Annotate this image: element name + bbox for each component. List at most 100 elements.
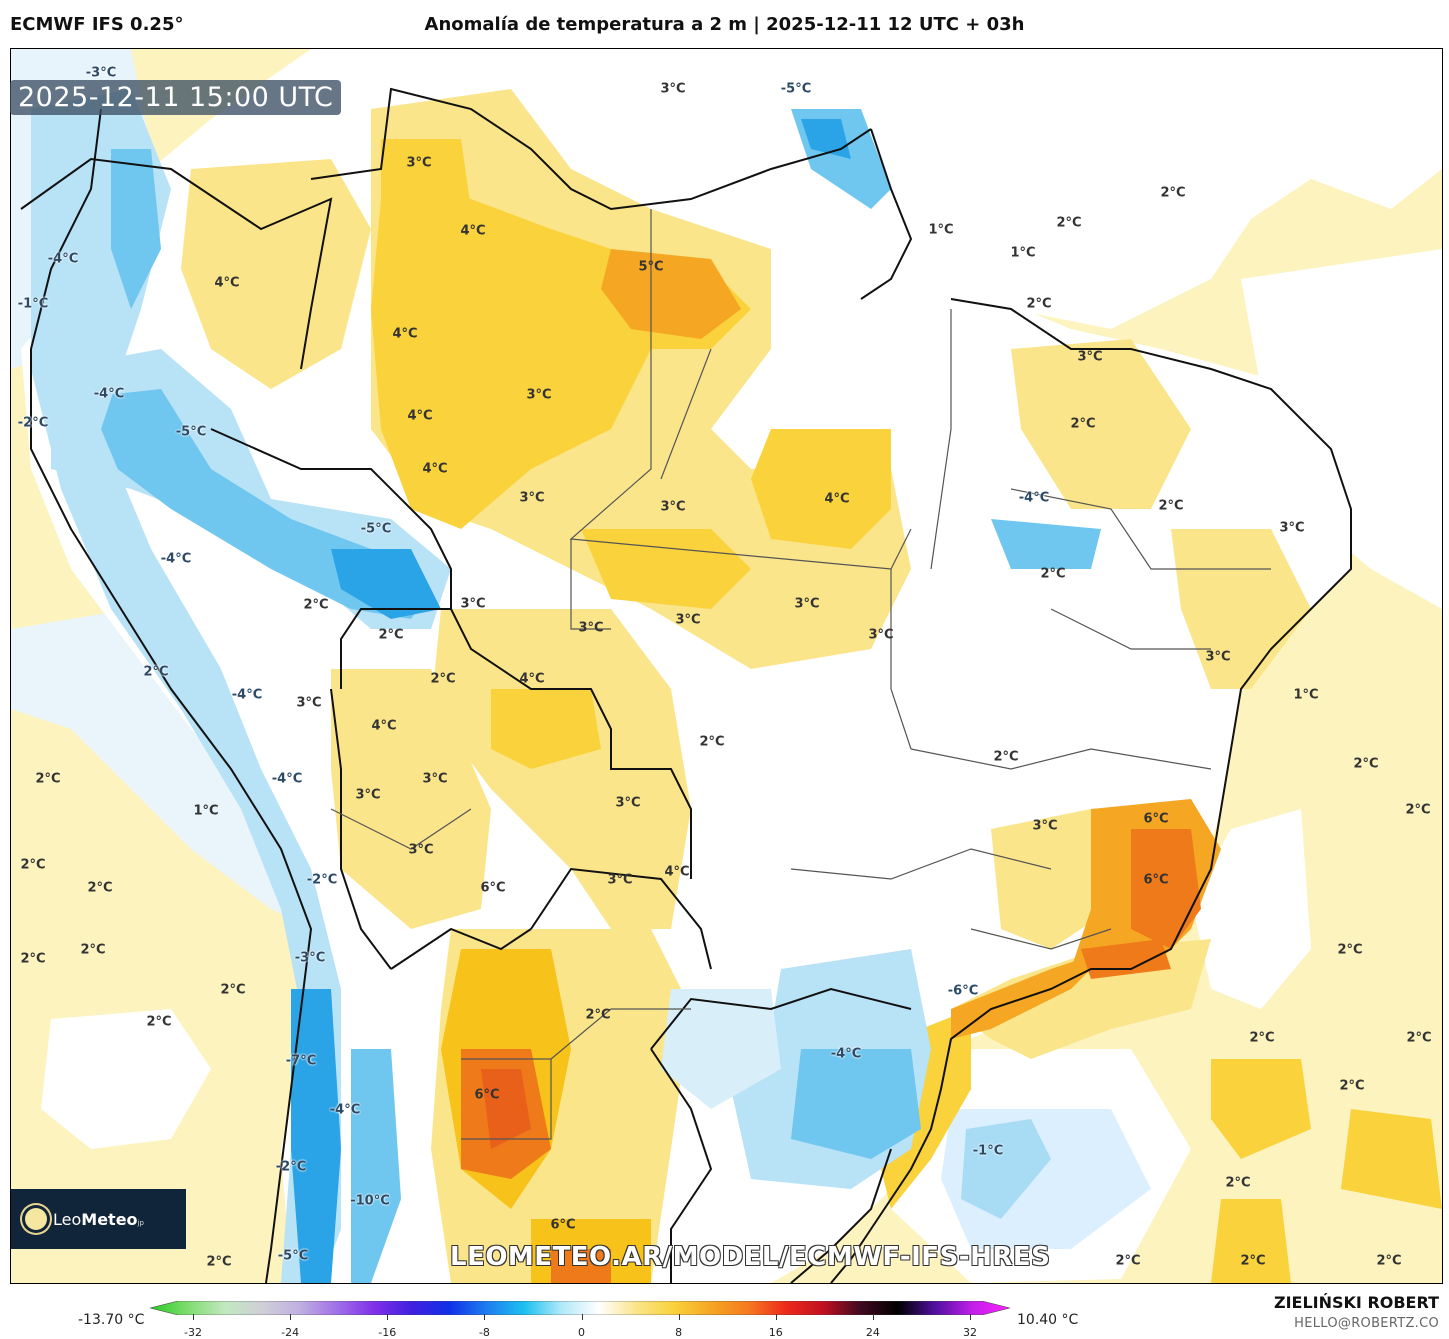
contour-label: -5°C xyxy=(277,1248,309,1264)
contour-label: -3°C xyxy=(294,950,326,966)
contour-label: 2°C xyxy=(1070,416,1096,432)
contour-label: 6°C xyxy=(1143,811,1169,827)
anomaly-map: -3°C 3°C -5°C 3°C 2°C 4°C 2°C 1°C 1°C 5°C -4°C 4°C -… xyxy=(10,48,1443,1284)
colorbar-tick-label: -16 xyxy=(378,1326,397,1339)
colorbar-tick-mark xyxy=(581,1314,583,1320)
contour-label: -4°C xyxy=(1018,490,1050,506)
colorbar-tick-label: 8 xyxy=(675,1326,683,1339)
contour-label: 2°C xyxy=(35,771,61,787)
contour-label: -10°C xyxy=(350,1193,390,1209)
contour-label: 2°C xyxy=(1405,802,1431,818)
colorbar-tick-mark xyxy=(387,1314,389,1320)
contour-label: -2°C xyxy=(17,415,49,431)
contour-label: 3°C xyxy=(1279,520,1305,536)
contour-label: 3°C xyxy=(526,387,552,403)
contour-label: 3°C xyxy=(868,627,894,643)
contour-label: 1°C xyxy=(193,803,219,819)
logo-text: LeoMeteojp xyxy=(53,1209,144,1229)
contour-label: 2°C xyxy=(80,942,106,958)
contour-label: 2°C xyxy=(430,671,456,687)
map-shading xyxy=(11,49,1442,1283)
contour-label: 4°C xyxy=(214,275,240,291)
contour-label: -4°C xyxy=(93,386,125,402)
sun-icon xyxy=(25,1208,47,1230)
colorbar-tick-label: -32 xyxy=(184,1326,202,1339)
contour-label: -4°C xyxy=(830,1046,862,1062)
contour-label: 6°C xyxy=(1143,872,1169,888)
contour-label: 4°C xyxy=(392,326,418,342)
contour-label: 5°C xyxy=(638,259,664,275)
contour-label: 3°C xyxy=(355,787,381,803)
colorbar-tick-mark xyxy=(872,1314,874,1320)
contour-label: 2°C xyxy=(1353,756,1379,772)
contour-label: 2°C xyxy=(20,857,46,873)
contour-label: 2°C xyxy=(1225,1175,1251,1191)
contour-label: 3°C xyxy=(1032,818,1058,834)
contour-label: 4°C xyxy=(422,461,448,477)
chart-title: Anomalía de temperatura a 2 m | 2025-12-… xyxy=(424,14,1025,35)
contour-label: 2°C xyxy=(585,1007,611,1023)
contour-label: -2°C xyxy=(275,1159,307,1175)
contour-label: 3°C xyxy=(615,795,641,811)
contour-label: 4°C xyxy=(371,718,397,734)
contour-label: 2°C xyxy=(146,1014,172,1030)
source-watermark: LEOMETEO.AR/MODEL/ECMWF-IFS-HRES xyxy=(450,1242,1051,1272)
contour-label: 2°C xyxy=(1158,498,1184,514)
contour-label: 3°C xyxy=(660,81,686,97)
author-email[interactable]: HELLO@ROBERTZ.CO xyxy=(1294,1316,1439,1331)
contour-label: 1°C xyxy=(928,222,954,238)
contour-label: 2°C xyxy=(1337,942,1363,958)
contour-label: 3°C xyxy=(1205,649,1231,665)
contour-label: -5°C xyxy=(780,81,812,97)
colorbar xyxy=(149,1300,1011,1316)
contour-label: 3°C xyxy=(660,499,686,515)
contour-label: 2°C xyxy=(303,597,329,613)
contour-label: 4°C xyxy=(824,491,850,507)
contour-label: 6°C xyxy=(474,1087,500,1103)
valid-time-badge: 2025-12-11 15:00 UTC xyxy=(10,80,342,115)
contour-label: -4°C xyxy=(329,1102,361,1118)
contour-label: 3°C xyxy=(296,695,322,711)
contour-label: 2°C xyxy=(1406,1030,1432,1046)
contour-label: -7°C xyxy=(285,1053,317,1069)
contour-label: 3°C xyxy=(422,771,448,787)
contour-label: 2°C xyxy=(1249,1030,1275,1046)
colorbar-tick-label: 16 xyxy=(768,1326,783,1339)
contour-label: 3°C xyxy=(607,872,633,888)
contour-label: 3°C xyxy=(1077,349,1103,365)
contour-label: 3°C xyxy=(408,842,434,858)
leometeo-logo[interactable]: LeoMeteojp xyxy=(11,1189,186,1249)
colorbar-tick-label: -8 xyxy=(478,1326,490,1339)
contour-label: -5°C xyxy=(360,521,392,537)
contour-label: 2°C xyxy=(1240,1253,1266,1269)
contour-label: 2°C xyxy=(206,1254,232,1270)
contour-label: 3°C xyxy=(794,596,820,612)
colorbar-tick-label: 32 xyxy=(963,1326,977,1339)
contour-label: 2°C xyxy=(1040,566,1066,582)
contour-label: 2°C xyxy=(1056,215,1082,231)
contour-label: 2°C xyxy=(1339,1078,1365,1094)
contour-label: 3°C xyxy=(519,490,545,506)
contour-label: 6°C xyxy=(480,880,506,896)
contour-label: -4°C xyxy=(47,251,79,267)
colorbar-tick-label: 24 xyxy=(865,1326,880,1339)
colorbar-tick-mark xyxy=(775,1314,777,1320)
contour-label: -1°C xyxy=(972,1143,1004,1159)
contour-label: 2°C xyxy=(1160,185,1186,201)
author-name: ZIELIŃSKI ROBERT xyxy=(1273,1293,1439,1312)
contour-label: 3°C xyxy=(578,620,604,636)
contour-label: -4°C xyxy=(160,551,192,567)
model-name: ECMWF IFS 0.25° xyxy=(10,14,184,35)
contour-label: 2°C xyxy=(87,880,113,896)
contour-label: 2°C xyxy=(378,627,404,643)
contour-label: 2°C xyxy=(20,951,46,967)
contour-label: 3°C xyxy=(675,612,701,628)
contour-label: 2°C xyxy=(220,982,246,998)
colorbar-tick-mark xyxy=(678,1314,680,1320)
contour-label: 6°C xyxy=(550,1217,576,1233)
contour-label: 4°C xyxy=(519,671,545,687)
colorbar-max-label: 10.40 °C xyxy=(1017,1312,1079,1328)
contour-label: -6°C xyxy=(947,983,979,999)
colorbar-tick-mark xyxy=(484,1314,486,1320)
contour-label: 4°C xyxy=(460,223,486,239)
